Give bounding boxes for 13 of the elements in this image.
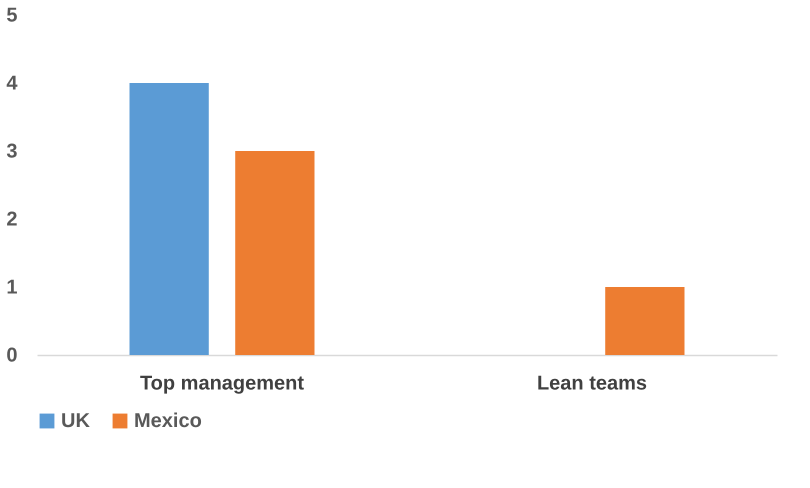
y-tick-label: 0 (6, 344, 18, 366)
y-tick-label: 4 (6, 72, 18, 94)
y-tick-label: 3 (6, 140, 18, 162)
y-tick-label: 5 (6, 4, 18, 26)
x-tick-label: Lean teams (536, 372, 648, 394)
y-tick-label: 1 (6, 276, 18, 298)
bar (130, 83, 209, 355)
y-tick-label: 2 (6, 208, 18, 230)
bar (605, 287, 684, 355)
bar (235, 151, 314, 355)
legend-label: UK (61, 410, 90, 432)
legend-label: Mexico (134, 410, 202, 432)
x-tick-label: Top management (140, 372, 304, 394)
